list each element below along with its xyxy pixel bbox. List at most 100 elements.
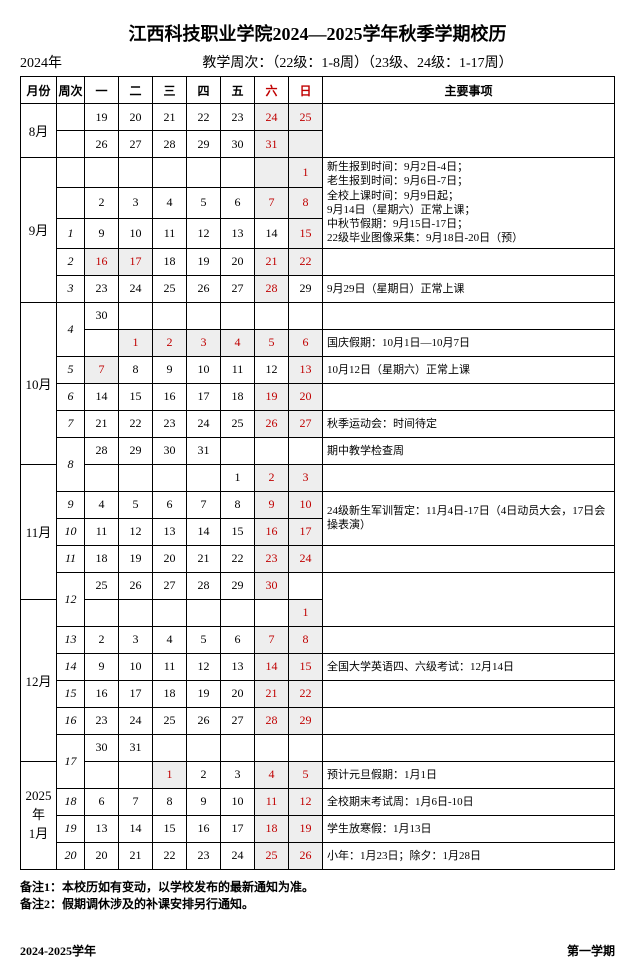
notes-cell [323, 104, 615, 158]
day-cell [153, 734, 187, 761]
day-cell: 14 [119, 815, 153, 842]
notes-cell: 9月29日（星期日）正常上课 [323, 275, 615, 302]
day-cell: 28 [255, 707, 289, 734]
day-cell: 8 [153, 788, 187, 815]
day-cell: 1 [119, 329, 153, 356]
day-cell: 6 [85, 788, 119, 815]
day-cell: 25 [289, 104, 323, 131]
day-cell [289, 437, 323, 464]
day-cell [119, 599, 153, 626]
week-cell: 14 [57, 653, 85, 680]
day-cell: 1 [289, 158, 323, 188]
notes-cell: 24级新生军训暂定：11月4日-17日（4日动员大会，17日会操表演） [323, 491, 615, 545]
day-cell: 27 [221, 275, 255, 302]
day-cell: 26 [85, 131, 119, 158]
day-cell [187, 599, 221, 626]
week-cell: 7 [57, 410, 85, 437]
day-cell: 18 [153, 248, 187, 275]
day-cell: 9 [187, 788, 221, 815]
table-row: 1516171819202122 [21, 680, 615, 707]
day-cell: 12 [255, 356, 289, 383]
table-row: 132345678 [21, 626, 615, 653]
day-cell: 8 [289, 188, 323, 218]
day-cell: 9 [85, 653, 119, 680]
day-cell [255, 599, 289, 626]
day-cell [221, 599, 255, 626]
day-cell: 16 [153, 383, 187, 410]
table-row: 94567891024级新生军训暂定：11月4日-17日（4日动员大会，17日会… [21, 491, 615, 518]
day-cell: 15 [221, 518, 255, 545]
day-cell: 31 [119, 734, 153, 761]
day-cell: 22 [289, 680, 323, 707]
day-cell: 7 [85, 356, 119, 383]
day-cell [255, 734, 289, 761]
day-cell: 7 [255, 626, 289, 653]
day-cell: 24 [255, 104, 289, 131]
col-week: 周次 [57, 77, 85, 104]
week-cell: 2 [57, 248, 85, 275]
day-cell: 27 [221, 707, 255, 734]
day-cell: 5 [255, 329, 289, 356]
notes-cell [323, 302, 615, 329]
table-row: 3232425262728299月29日（星期日）正常上课 [21, 275, 615, 302]
day-cell: 6 [289, 329, 323, 356]
day-cell [85, 158, 119, 188]
day-cell: 10 [289, 491, 323, 518]
day-cell: 22 [221, 545, 255, 572]
day-cell: 29 [221, 572, 255, 599]
day-cell: 19 [85, 104, 119, 131]
day-cell [289, 572, 323, 599]
day-cell: 30 [85, 734, 119, 761]
day-cell: 25 [255, 842, 289, 869]
day-cell: 29 [187, 131, 221, 158]
day-cell: 17 [187, 383, 221, 410]
notes-cell: 国庆假期：10月1日—10月7日 [323, 329, 615, 356]
week-cell: 11 [57, 545, 85, 572]
day-cell: 2 [85, 188, 119, 218]
day-cell: 18 [85, 545, 119, 572]
day-cell: 21 [255, 248, 289, 275]
notes-cell: 新生报到时间：9月2日-4日； 老生报到时间：9月6日-7日； 全校上课时间：9… [323, 158, 615, 249]
day-cell: 11 [153, 218, 187, 248]
week-cell: 4 [57, 302, 85, 356]
day-cell: 11 [153, 653, 187, 680]
footnote-2: 备注2：假期调休涉及的补课安排另行通知。 [20, 895, 615, 912]
day-cell: 17 [119, 248, 153, 275]
day-cell: 28 [85, 437, 119, 464]
week-cell [57, 104, 85, 131]
notes-cell [323, 545, 615, 572]
day-cell: 29 [119, 437, 153, 464]
month-cell: 11月 [21, 464, 57, 599]
day-cell [255, 302, 289, 329]
day-cell: 13 [153, 518, 187, 545]
day-cell [153, 158, 187, 188]
footer-right: 第一学期 [567, 942, 615, 959]
week-cell: 8 [57, 437, 85, 491]
week-cell [57, 131, 85, 158]
day-cell: 4 [85, 491, 119, 518]
notes-cell [323, 707, 615, 734]
week-cell: 18 [57, 788, 85, 815]
day-cell: 17 [289, 518, 323, 545]
day-cell: 13 [221, 218, 255, 248]
day-cell: 18 [221, 383, 255, 410]
table-row: 173031 [21, 734, 615, 761]
year-label: 2024年 [20, 52, 100, 72]
day-cell: 26 [187, 707, 221, 734]
notes-cell: 期中教学检查周 [323, 437, 615, 464]
day-cell: 23 [221, 104, 255, 131]
notes-cell: 预计元旦假期：1月1日 [323, 761, 615, 788]
calendar-table: 月份 周次 一 二 三 四 五 六 日 主要事项 8月1920212223242… [20, 76, 615, 870]
day-cell: 3 [187, 329, 221, 356]
day-cell: 30 [221, 131, 255, 158]
day-cell [187, 734, 221, 761]
day-cell: 25 [221, 410, 255, 437]
day-cell: 1 [153, 761, 187, 788]
footnote-1: 备注1：本校历如有变动，以学校发布的最新通知为准。 [20, 878, 615, 895]
day-cell: 27 [153, 572, 187, 599]
table-row: 8月19202122232425 [21, 104, 615, 131]
day-cell [85, 464, 119, 491]
week-cell: 17 [57, 734, 85, 788]
day-cell: 20 [85, 842, 119, 869]
table-row: 11月123 [21, 464, 615, 491]
